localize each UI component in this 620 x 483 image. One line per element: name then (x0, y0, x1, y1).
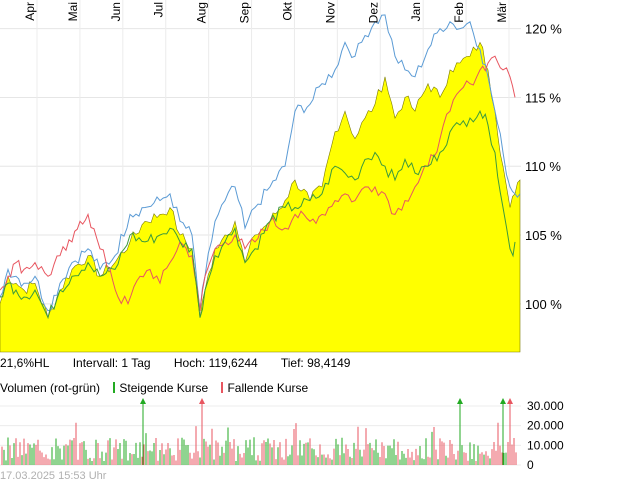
line-series-2 (0, 55, 516, 311)
line-series-1 (0, 14, 521, 312)
x-tick-label: Apr (23, 2, 37, 21)
timestamp: 17.03.2025 15:53 Uhr (0, 470, 107, 482)
volume-tick-label: 30.000 (527, 399, 564, 413)
volume-tick-label: 0 (527, 458, 534, 472)
volume-legend: Volumen (rot-grün) Steigende Kurse Falle… (0, 381, 308, 395)
legend-up-label: Steigende Kurse (119, 381, 209, 395)
volume-title: Volumen (rot-grün) (0, 381, 101, 395)
y-tick-label: 115 % (525, 90, 561, 105)
price-series (0, 14, 521, 353)
x-tick-label: Feb (452, 2, 466, 23)
x-tick-label: Jun (109, 2, 123, 21)
y-tick-label: 110 % (525, 159, 561, 174)
y-tick-label: 105 % (525, 228, 562, 243)
x-axis-ticks: Apr Mai Jun Jul Aug Sep Okt Nov Dez Jan Feb Mär (23, 1, 509, 23)
y-tick-label: 120 % (525, 22, 562, 37)
x-tick-label: Jan (409, 2, 423, 21)
x-tick-label: Okt (280, 1, 294, 20)
stat-hl: 21,6%HL (0, 356, 50, 370)
y-axis-ticks: 100 % 105 % 110 % 115 % 120 % (525, 22, 562, 312)
volume-tick-label: 10.000 (527, 438, 564, 452)
x-tick-label: Sep (238, 2, 252, 24)
line-series-3 (0, 109, 516, 320)
x-tick-label: Aug (195, 2, 209, 23)
volume-overflow-arrow (500, 398, 506, 404)
volume-overflow-arrow (507, 398, 513, 404)
x-tick-label: Mai (66, 2, 80, 21)
legend-up-swatch (113, 382, 116, 393)
x-tick-label: Nov (323, 2, 337, 23)
stat-interval: Intervall: 1 Tag (72, 356, 151, 370)
volume-overflow-arrow (140, 398, 146, 404)
volume-grid (0, 405, 521, 466)
stat-low: Tief: 98,4149 (280, 356, 351, 370)
x-tick-label: Dez (366, 2, 380, 23)
stats-bar: 21,6%HL Intervall: 1 Tag Hoch: 119,6244 … (0, 356, 370, 370)
stat-high: Hoch: 119,6244 (173, 356, 258, 370)
legend-down-label: Fallende Kurse (227, 381, 309, 395)
x-tick-label: Jul (152, 2, 166, 17)
volume-overflow-arrow (199, 398, 205, 404)
volume-bars (1, 398, 517, 465)
legend-down-swatch (221, 382, 224, 393)
area-series (0, 41, 521, 353)
y-tick-label: 100 % (525, 297, 562, 312)
volume-overflow-arrow (457, 398, 463, 404)
volume-axis-ticks: 30.000 20.000 10.000 0 (527, 399, 564, 472)
x-tick-label: Mär (495, 2, 509, 23)
volume-tick-label: 20.000 (527, 419, 564, 433)
